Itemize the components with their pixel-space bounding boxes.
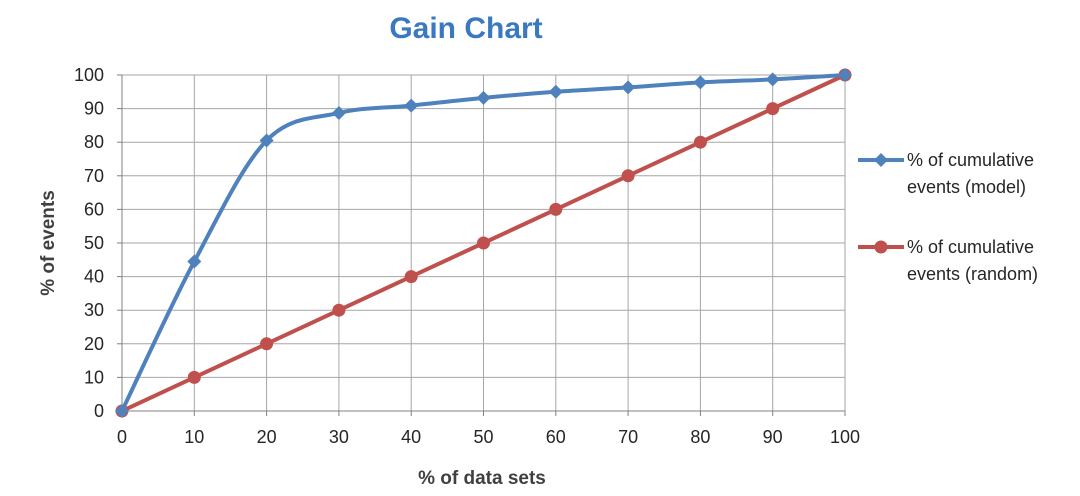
diamond-marker [331, 105, 346, 120]
circle-marker [187, 370, 201, 384]
x-tick-label: 60 [546, 427, 566, 447]
circle-marker [693, 135, 707, 149]
x-tick-labels: 0 10 20 30 40 50 60 70 80 90 100 [117, 427, 860, 447]
diamond-marker [476, 90, 491, 105]
y-tick-label: 50 [84, 233, 104, 253]
legend-marker [874, 240, 888, 254]
y-tick-label: 90 [84, 99, 104, 119]
plot-axes [117, 74, 846, 416]
x-tick-label: 90 [763, 427, 783, 447]
x-tick-label: 10 [184, 427, 204, 447]
diamond-marker [548, 84, 563, 99]
x-tick-label: 70 [618, 427, 638, 447]
circle-marker [332, 303, 346, 317]
diamond-marker [621, 80, 636, 95]
circle-marker [477, 236, 490, 250]
y-tick-label: 70 [84, 166, 104, 186]
series-random [115, 68, 852, 418]
series-line [120, 73, 847, 413]
x-tick-label: 40 [401, 427, 421, 447]
diamond-marker [404, 98, 419, 113]
x-tick-label: 50 [473, 427, 493, 447]
circle-marker [404, 270, 418, 284]
series-layer [115, 68, 852, 418]
chart-title: Gain Chart [389, 12, 542, 45]
y-tick-label: 80 [84, 132, 104, 152]
diamond-marker [838, 68, 852, 82]
legend-label: events (random) [907, 264, 1038, 284]
x-tick-label: 100 [830, 427, 860, 447]
y-tick-label: 100 [74, 65, 104, 85]
y-axis-label: % of events [38, 190, 59, 296]
diamond-marker [259, 133, 274, 148]
legend-label: events (model) [907, 177, 1026, 197]
y-tick-label: 30 [84, 300, 104, 320]
legend-item: % of cumulative events (random) [858, 237, 1038, 284]
y-tick-label: 0 [94, 401, 104, 421]
diamond-marker [115, 404, 129, 418]
y-tick-label: 10 [84, 367, 104, 387]
x-tick-label: 0 [117, 427, 127, 447]
diamond-marker [187, 254, 202, 269]
x-tick-label: 30 [329, 427, 349, 447]
legend-item: % of cumulative events (model) [858, 150, 1034, 197]
circle-marker [260, 337, 274, 351]
y-tick-label: 20 [84, 334, 104, 354]
series-model [115, 68, 852, 418]
x-axis-label: % of data sets [418, 468, 546, 489]
diamond-marker [765, 72, 780, 87]
y-tick-labels: 0 10 20 30 40 50 60 70 80 90 100 [74, 65, 104, 421]
circle-marker [549, 202, 563, 216]
legend-label: % of cumulative [907, 237, 1034, 257]
plot-grid [122, 74, 846, 411]
legend-label: % of cumulative [907, 150, 1034, 170]
y-tick-label: 60 [84, 199, 104, 219]
x-tick-label: 20 [257, 427, 277, 447]
circle-marker [766, 102, 780, 116]
diamond-marker [693, 75, 708, 90]
legend-marker [874, 153, 888, 167]
circle-marker [621, 169, 635, 183]
x-tick-label: 80 [690, 427, 710, 447]
y-tick-label: 40 [84, 267, 104, 287]
